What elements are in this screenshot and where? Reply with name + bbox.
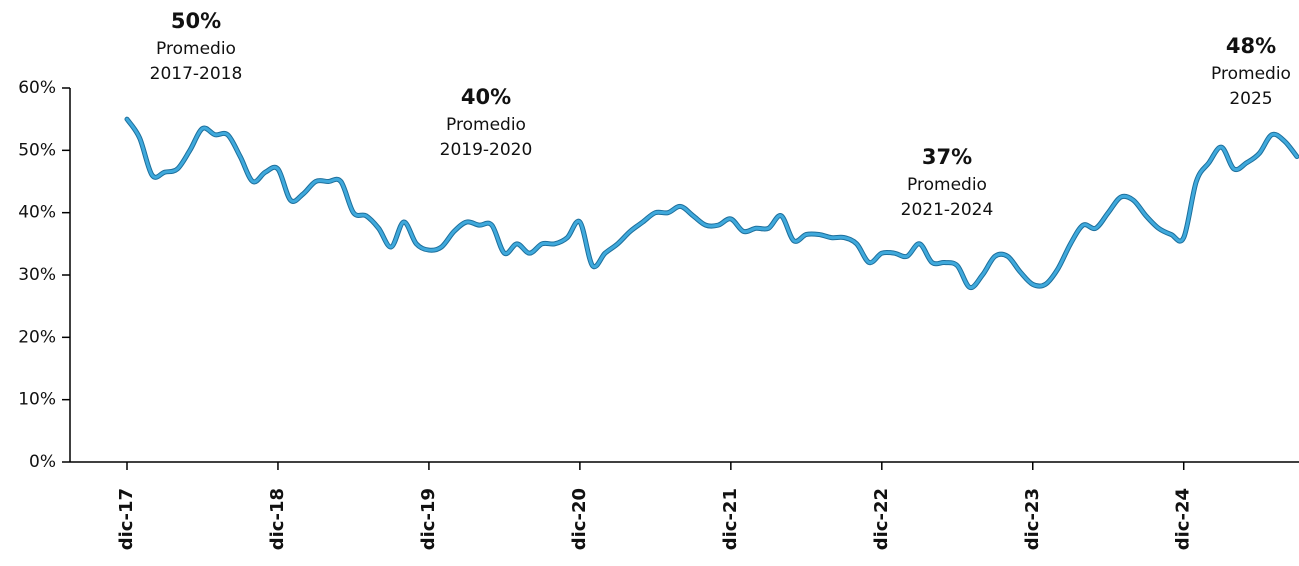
y-tick-label: 40% — [18, 203, 56, 223]
annotation-text: Promedio — [446, 115, 526, 135]
annotation-period: 2025 — [1229, 89, 1272, 109]
x-tick-label: dic-22 — [871, 488, 892, 550]
y-tick-label: 60% — [18, 78, 56, 98]
x-tick-label: dic-23 — [1022, 488, 1043, 550]
annotation-period: 2021-2024 — [901, 200, 994, 220]
annotation-value: 40% — [461, 85, 511, 109]
annotation-value: 48% — [1226, 34, 1276, 58]
annotation-value: 37% — [922, 145, 972, 169]
x-tick-label: dic-17 — [116, 488, 137, 550]
annotation-period: 2017-2018 — [150, 64, 243, 84]
x-tick-label: dic-24 — [1173, 488, 1194, 550]
annotation-text: Promedio — [156, 39, 236, 59]
x-tick-label: dic-21 — [720, 488, 741, 550]
annotation-period: 2019-2020 — [440, 140, 533, 160]
y-tick-label: 50% — [18, 140, 56, 160]
annotation-text: Promedio — [1211, 64, 1291, 84]
y-tick-label: 0% — [29, 452, 56, 472]
annotation-value: 50% — [171, 9, 221, 33]
line — [125, 117, 1299, 290]
x-tick-label: dic-18 — [267, 488, 288, 550]
x-tick-label: dic-20 — [569, 488, 590, 550]
annotation-text: Promedio — [907, 175, 987, 195]
y-tick-label: 10% — [18, 390, 56, 410]
y-tick-label: 30% — [18, 265, 56, 285]
x-tick-label: dic-19 — [418, 488, 439, 550]
y-tick-label: 20% — [18, 327, 56, 347]
line-shadow — [124, 116, 1299, 291]
